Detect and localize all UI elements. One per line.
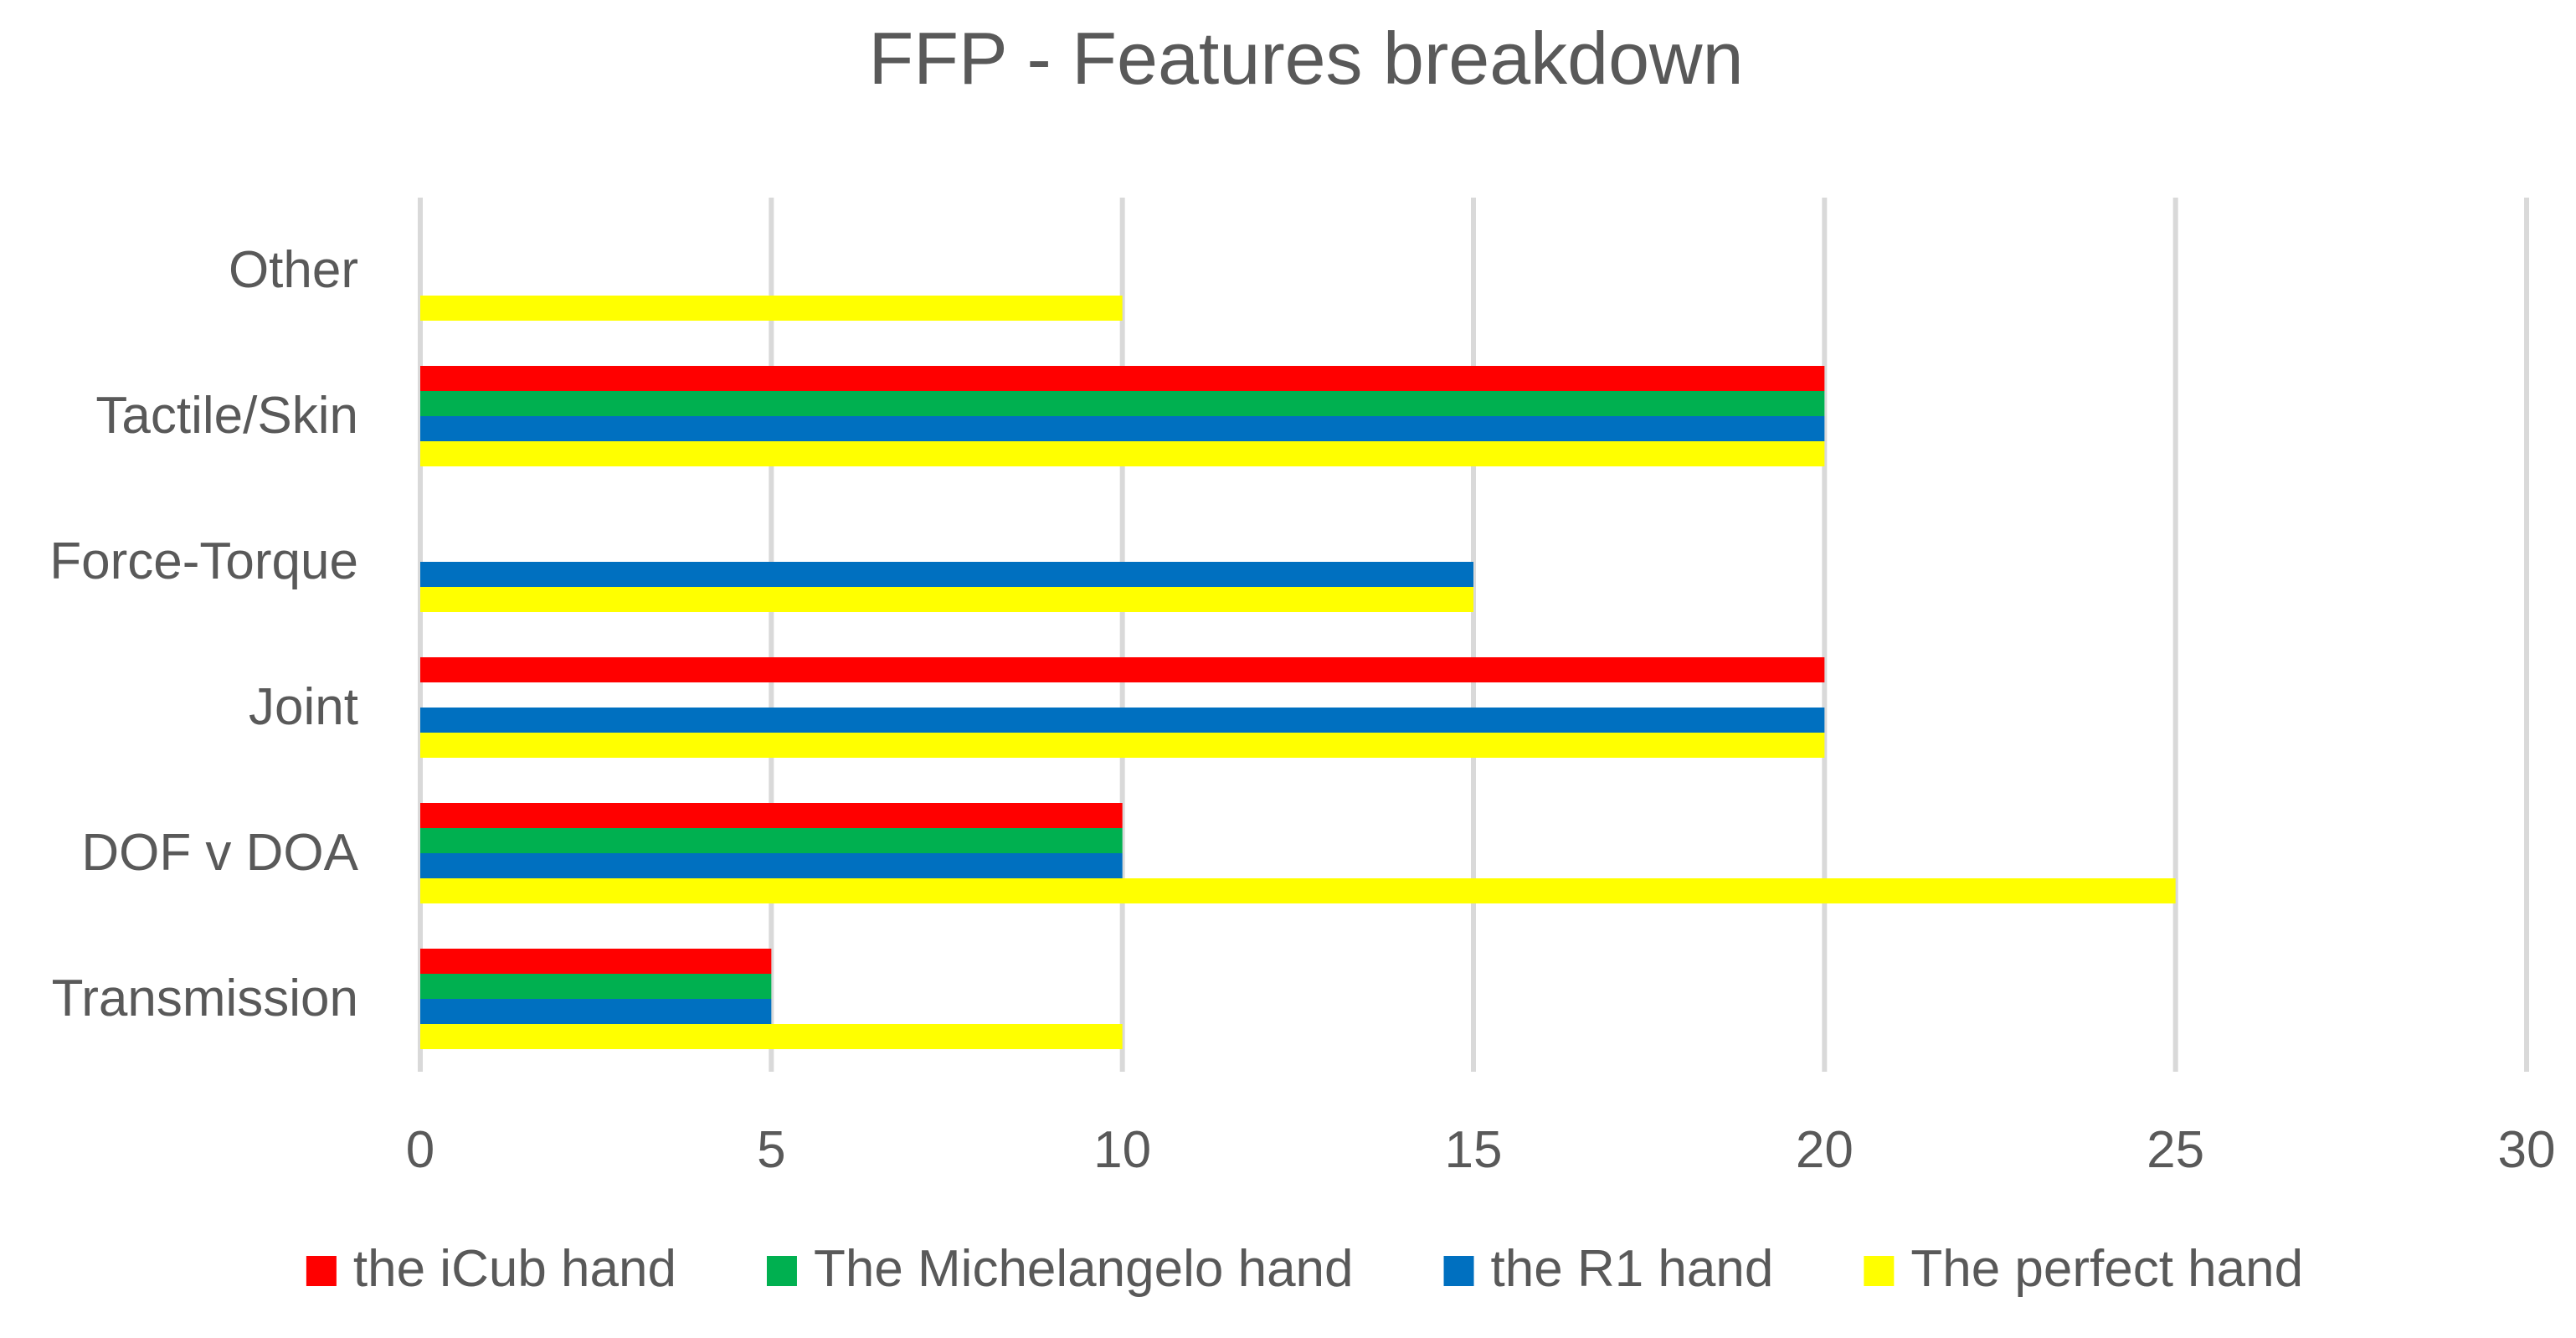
legend-label: the iCub hand <box>353 1240 676 1298</box>
bar-dof-v-doa-the-icub-hand <box>420 803 1123 828</box>
legend-item-the-icub-hand: the iCub hand <box>306 1240 676 1298</box>
legend-swatch-the-r1-hand <box>1443 1256 1474 1286</box>
category-label-tactile-skin: Tactile/Skin <box>95 387 358 445</box>
bar-joint-the-r1-hand <box>420 708 1825 733</box>
bar-transmission-the-icub-hand <box>420 949 772 974</box>
legend: the iCub hand The Michelangelo hand the R1… <box>306 1240 2303 1298</box>
category-label-dof-v-doa: DOF v DOA <box>81 824 358 882</box>
gridlines <box>418 198 2529 1072</box>
bar-dof-v-doa-the-perfect-hand <box>420 878 2176 903</box>
y-axis-category-labels: Transmission DOF v DOA Joint Force-Torque Ta… <box>49 241 358 1027</box>
bar-tactile-skin-the-r1-hand <box>420 416 1825 441</box>
bar-transmission-the-perfect-hand <box>420 1024 1123 1049</box>
x-tick-label: 30 <box>2498 1121 2556 1179</box>
x-axis-tick-labels: 0 5 10 15 20 25 30 <box>406 1121 2556 1179</box>
legend-label: The perfect hand <box>1910 1240 2303 1298</box>
category-label-joint: Joint <box>249 678 358 736</box>
bar-transmission-the-r1-hand <box>420 999 772 1024</box>
category-label-force-torque: Force-Torque <box>49 533 358 590</box>
bar-other-the-perfect-hand <box>420 296 1123 321</box>
bar-tactile-skin-the-perfect-hand <box>420 441 1825 466</box>
x-tick-label: 10 <box>1093 1121 1151 1179</box>
bar-joint-the-icub-hand <box>420 657 1825 682</box>
x-tick-label: 15 <box>1445 1121 1503 1179</box>
bars <box>420 296 2176 1049</box>
legend-swatch-the-icub-hand <box>306 1256 337 1286</box>
bar-transmission-the-michelangelo-hand <box>420 974 772 999</box>
bar-force-torque-the-perfect-hand <box>420 587 1473 612</box>
x-tick-label: 0 <box>406 1121 434 1179</box>
legend-swatch-the-perfect-hand <box>1864 1256 1895 1286</box>
legend-item-the-r1-hand: the R1 hand <box>1443 1240 1774 1298</box>
legend-swatch-the-michelangelo-hand <box>766 1256 797 1286</box>
bar-tactile-skin-the-icub-hand <box>420 366 1825 391</box>
legend-label: The Michelangelo hand <box>814 1240 1354 1298</box>
chart-title: FFP - Features breakdown <box>868 17 1743 100</box>
category-label-transmission: Transmission <box>52 970 358 1027</box>
x-tick-label: 5 <box>757 1121 785 1179</box>
bar-joint-the-perfect-hand <box>420 733 1825 758</box>
bar-tactile-skin-the-michelangelo-hand <box>420 391 1825 416</box>
bar-force-torque-the-r1-hand <box>420 562 1473 587</box>
bar-dof-v-doa-the-michelangelo-hand <box>420 828 1123 853</box>
legend-label: the R1 hand <box>1491 1240 1774 1298</box>
legend-item-the-michelangelo-hand: The Michelangelo hand <box>766 1240 1354 1298</box>
x-tick-label: 20 <box>1796 1121 1854 1179</box>
bar-dof-v-doa-the-r1-hand <box>420 853 1123 878</box>
category-label-other: Other <box>229 241 358 299</box>
legend-item-the-perfect-hand: The perfect hand <box>1864 1240 2303 1298</box>
x-tick-label: 25 <box>2147 1121 2204 1179</box>
